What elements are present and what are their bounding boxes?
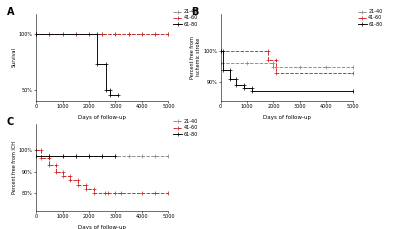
- Y-axis label: Percent free from ICH: Percent free from ICH: [12, 141, 16, 194]
- Text: C: C: [7, 117, 14, 127]
- Text: B: B: [191, 7, 199, 17]
- Y-axis label: Percent free from
ischemic stroke: Percent free from ischemic stroke: [190, 36, 201, 79]
- Legend: 21-40, 41-60, 61-80: 21-40, 41-60, 61-80: [174, 9, 198, 27]
- Legend: 21-40, 41-60, 61-80: 21-40, 41-60, 61-80: [358, 9, 383, 27]
- Legend: 21-40, 41-60, 61-80: 21-40, 41-60, 61-80: [174, 119, 198, 136]
- Y-axis label: Survival: Survival: [12, 47, 16, 67]
- X-axis label: Days of follow-up: Days of follow-up: [78, 225, 126, 229]
- X-axis label: Days of follow-up: Days of follow-up: [263, 115, 311, 120]
- X-axis label: Days of follow-up: Days of follow-up: [78, 115, 126, 120]
- Text: A: A: [7, 7, 14, 17]
